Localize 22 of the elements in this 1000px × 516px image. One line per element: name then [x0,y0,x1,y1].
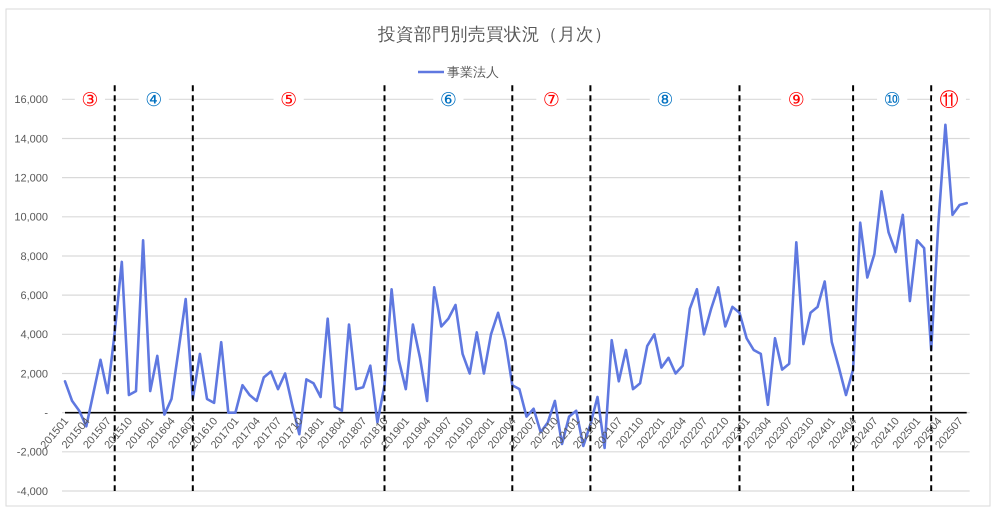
annotation: ④ [145,88,162,111]
annotation: ③ [81,88,98,111]
legend-label: 事業法人 [447,64,499,80]
y-tick-label: 14,000 [14,133,48,146]
annotation: ⑤ [280,88,298,111]
annotation: ⑩ [884,88,901,111]
y-tick-label: - [44,408,48,420]
annotation: ⑪ [939,88,958,111]
annotation: ⑥ [440,88,457,111]
annotation: ⑦ [542,88,560,111]
y-tick-label: 6,000 [20,290,48,302]
y-tick-label: 2,000 [20,368,48,380]
chart-title: 投資部門別売買状況（月次） [377,24,612,44]
y-tick-label: -4,000 [16,486,48,498]
y-tick-label: -2,000 [16,446,48,459]
y-tick-label: 4,000 [20,329,48,342]
y-tick-label: 12,000 [14,172,48,184]
y-tick-label: 10,000 [14,212,48,224]
y-tick-label: 8,000 [20,250,48,263]
annotation: ⑧ [656,88,674,111]
y-tick-label: 16,000 [14,94,48,106]
annotation: ⑨ [788,88,805,111]
